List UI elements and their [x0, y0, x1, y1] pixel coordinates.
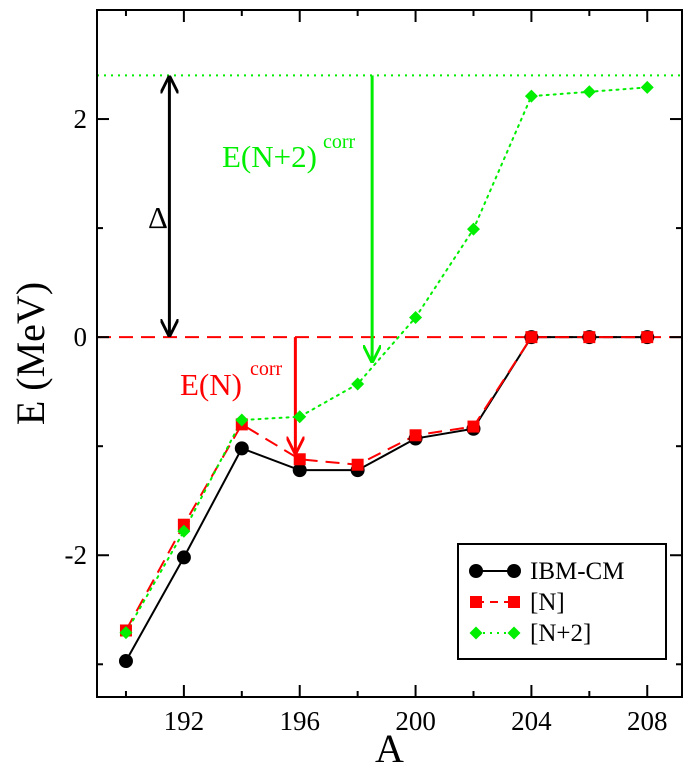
data-point-series-2	[293, 410, 307, 424]
data-point-series-2	[466, 222, 480, 236]
legend-marker	[507, 564, 521, 578]
y-tick-label: 2	[74, 104, 88, 134]
legend-marker	[469, 564, 483, 578]
legend-label: [N]	[530, 589, 565, 616]
series-markers	[118, 80, 655, 669]
legend-marker	[469, 626, 483, 640]
data-point-series-2	[409, 311, 423, 325]
x-axis-title: A	[375, 726, 404, 770]
data-point-series-0	[292, 463, 307, 478]
data-point-series-2	[177, 524, 191, 538]
legend-marker	[507, 626, 521, 640]
y-tick-label: 0	[74, 322, 88, 352]
e-n-corr-label: E(N)	[180, 367, 242, 402]
legend-marker	[470, 596, 482, 608]
e-n2-corr-superscript: corr	[323, 131, 356, 153]
axis-tick-labels: 192 196 200 204 208 -2 0 2	[65, 104, 668, 736]
y-axis-title: E (MeV)	[8, 282, 53, 425]
axis-ticks	[97, 9, 682, 697]
data-point-series-1	[583, 331, 596, 344]
data-point-series-2	[351, 377, 365, 391]
x-tick-label: 208	[627, 706, 668, 736]
x-tick-label: 196	[279, 706, 320, 736]
x-tick-label: 192	[164, 706, 205, 736]
series-line-2	[124, 86, 649, 634]
series-lines	[124, 86, 649, 662]
data-point-series-2	[119, 626, 133, 640]
annotations: Δ E(N) corr E(N+2) corr	[148, 75, 372, 452]
e-n-corr-superscript: corr	[250, 358, 283, 380]
data-point-series-1	[467, 420, 480, 433]
data-point-series-1	[177, 518, 190, 531]
x-tick-label: 200	[395, 706, 436, 736]
data-point-series-2	[640, 80, 654, 94]
data-point-series-2	[582, 85, 596, 99]
delta-label: Δ	[148, 200, 168, 235]
data-point-series-2	[524, 89, 538, 103]
data-point-series-2	[235, 413, 249, 427]
legend: IBM-CM [N] [N+2]	[457, 543, 667, 660]
data-point-series-1	[409, 429, 422, 442]
x-tick-label: 204	[511, 706, 552, 736]
series-line-1	[125, 336, 648, 631]
data-point-series-0	[234, 441, 249, 456]
legend-label: IBM-CM	[530, 558, 624, 585]
data-point-series-1	[525, 331, 538, 344]
legend-marker	[508, 596, 520, 608]
e-n2-corr-label: E(N+2)	[222, 139, 317, 174]
data-point-series-1	[351, 458, 364, 471]
y-tick-label: -2	[65, 540, 88, 570]
data-point-series-0	[176, 550, 191, 565]
data-point-series-1	[293, 453, 306, 466]
plot-frame	[96, 9, 683, 698]
data-point-series-0	[118, 654, 133, 669]
data-point-series-1	[641, 331, 654, 344]
reference-lines	[97, 74, 682, 339]
legend-label: [N+2]	[530, 620, 591, 647]
